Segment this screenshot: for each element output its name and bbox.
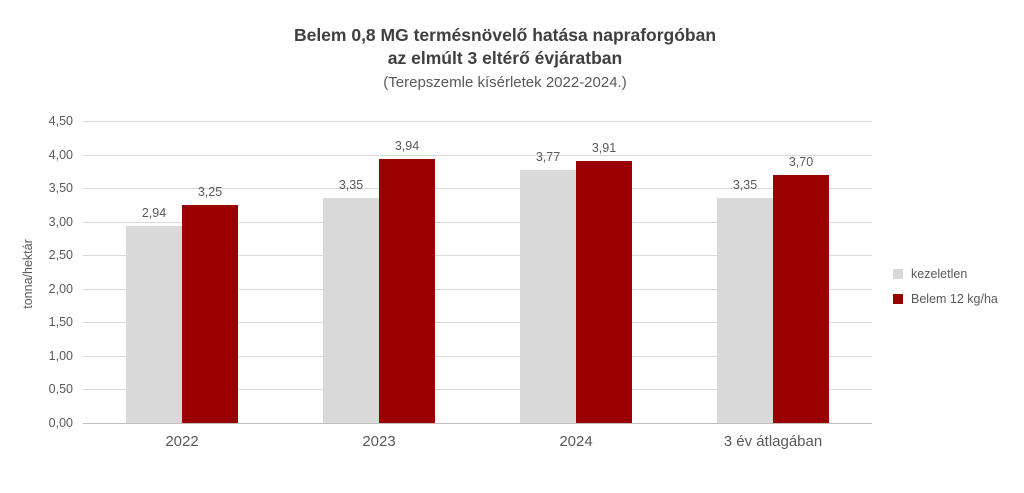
bar-value-label: 3,94 <box>394 139 420 153</box>
gridline <box>83 222 872 223</box>
gridline <box>83 155 872 156</box>
bar-value-label: 3,77 <box>535 150 561 164</box>
gridline <box>83 188 872 189</box>
bar-value-label: 3,70 <box>788 155 814 169</box>
bar-belem-12-kg-ha-2024 <box>576 161 632 423</box>
chart-title-line-2: az elmúlt 3 eltérő évjáratban <box>387 48 623 68</box>
gridline <box>83 389 872 390</box>
x-axis-line <box>83 423 872 424</box>
legend-item: kezeletlen <box>893 265 998 282</box>
gridline <box>83 289 872 290</box>
y-axis-tick-label: 0,50 <box>48 382 73 396</box>
bar-kezeletlen-2023 <box>323 198 379 423</box>
legend: kezeletlen Belem 12 kg/ha <box>893 265 998 315</box>
legend-item: Belem 12 kg/ha <box>893 290 998 307</box>
y-axis-tick-label: 3,00 <box>48 215 73 229</box>
gridline <box>83 255 872 256</box>
bar-kezeletlen-3-v-tlag-ban <box>717 198 773 423</box>
gridline <box>83 121 872 122</box>
bar-value-label: 2,94 <box>141 206 167 220</box>
x-axis-category-label: 2022 <box>165 433 199 450</box>
y-axis-tick-label: 3,50 <box>48 181 73 195</box>
gridline <box>83 356 872 357</box>
bar-kezeletlen-2022 <box>126 226 182 423</box>
y-axis-tick-label: 4,50 <box>48 114 73 128</box>
chart-title-block: Belem 0,8 MG termésnövelő hatása naprafo… <box>0 24 1010 93</box>
legend-marker-swatch <box>893 293 903 304</box>
x-axis-category-label: 2023 <box>362 433 396 450</box>
bar-value-label: 3,35 <box>732 178 758 192</box>
bar-belem-12-kg-ha-2022 <box>182 205 238 423</box>
y-axis-tick-label: 1,00 <box>48 349 73 363</box>
y-axis-tick-label: 1,50 <box>48 315 73 329</box>
chart-subtitle: (Terepszemle kísérletek 2022-2024.) <box>383 74 627 91</box>
bar-kezeletlen-2024 <box>520 170 576 423</box>
bar-belem-12-kg-ha-2023 <box>379 159 435 423</box>
gridline <box>83 322 872 323</box>
y-axis-tick-label: 2,50 <box>48 248 73 262</box>
y-axis-tick-label: 0,00 <box>48 416 73 430</box>
bar-belem-12-kg-ha-3-v-tlag-ban <box>773 175 829 423</box>
y-axis-tick-label: 4,00 <box>48 148 73 162</box>
x-axis-category-label: 2024 <box>559 433 593 450</box>
plot-area: 2,94 3,25 3,35 3,94 3,77 3,91 3,35 3,70 <box>83 121 872 424</box>
chart-title-line-1: Belem 0,8 MG termésnövelő hatása naprafo… <box>293 25 717 45</box>
legend-item-label: Belem 12 kg/ha <box>911 291 998 306</box>
bar-value-label: 3,35 <box>338 178 364 192</box>
x-axis-category-label: 3 év átlagában <box>723 433 823 450</box>
bar-value-label: 3,91 <box>591 141 617 155</box>
y-axis-tick-label: 2,00 <box>48 282 73 296</box>
legend-item-label: kezeletlen <box>911 266 968 281</box>
legend-marker-swatch <box>893 268 903 279</box>
bar-value-label: 3,25 <box>197 185 223 199</box>
